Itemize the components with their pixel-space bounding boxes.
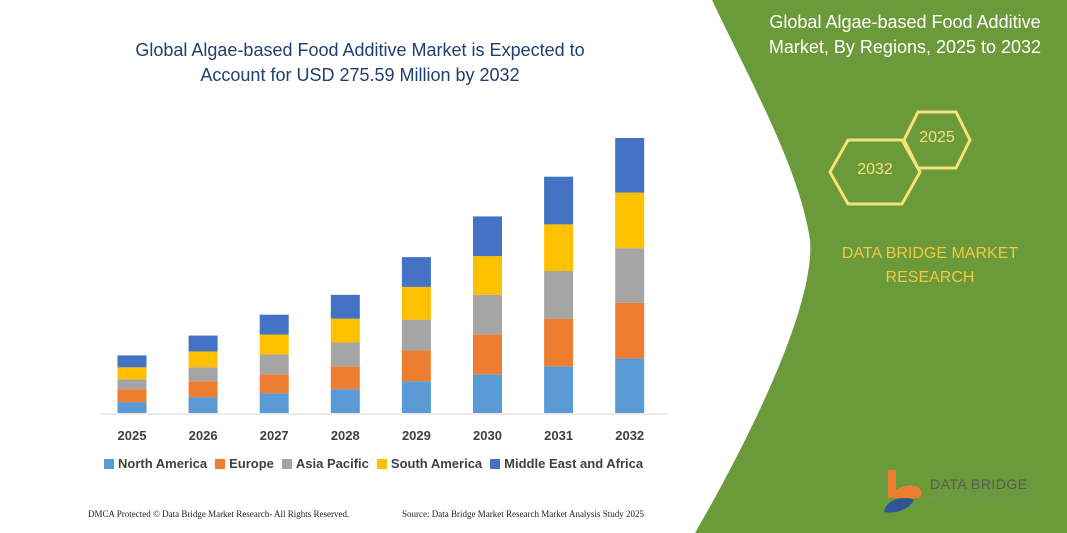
x-tick-labels: 2025 2026 2027 2028 2029 2030 2031 2032 <box>118 428 645 443</box>
legend-label: Europe <box>229 456 274 471</box>
bar-segment-2026-asia-pacific <box>188 367 218 382</box>
bar-segment-2030-europe <box>473 334 502 375</box>
bar-segment-2030-north-america <box>473 374 502 413</box>
bar-segment-2026-middle-east-and-africa <box>188 335 218 352</box>
bar-segment-2027-north-america <box>259 393 289 413</box>
bar-segment-2027-middle-east-and-africa <box>259 314 289 335</box>
bar-segment-2026-europe <box>188 381 218 398</box>
logo-mark-icon <box>884 470 922 513</box>
side-panel-title: Global Algae-based Food Additive Market,… <box>768 12 1042 57</box>
bar-segment-2028-asia-pacific <box>330 342 360 367</box>
x-tick-label: 2030 <box>473 428 502 443</box>
bar-segment-2031-south-america <box>544 224 574 272</box>
legend-item: Europe <box>215 456 274 471</box>
bar-segment-2032-south-america <box>615 192 645 249</box>
hex-year-2025: 2025 <box>919 129 955 146</box>
bar-segment-2025-north-america <box>117 402 147 413</box>
hex-year-2032: 2032 <box>857 161 893 178</box>
bar-segment-2025-south-america <box>117 367 147 380</box>
bar-segment-2032-asia-pacific <box>615 248 645 303</box>
copyright-text: DMCA Protected © Data Bridge Market Rese… <box>88 509 350 519</box>
bar-segment-2032-north-america <box>615 358 645 413</box>
x-tick-label: 2029 <box>402 428 431 443</box>
hexagon-2025 <box>902 110 972 170</box>
x-tick-label: 2025 <box>118 428 147 443</box>
bar-segment-2027-south-america <box>259 334 289 355</box>
bar-segment-2029-europe <box>401 350 431 382</box>
bar-segment-2025-middle-east-and-africa <box>117 355 147 368</box>
legend-swatch <box>281 458 292 469</box>
legend-item: Middle East and Africa <box>490 456 643 471</box>
bar-segment-2029-north-america <box>401 381 431 413</box>
legend-label: Middle East and Africa <box>504 456 644 471</box>
legend-item: Asia Pacific <box>281 456 369 471</box>
green-side-panel <box>695 0 1067 533</box>
legend: North America Europe Asia Pacific South … <box>104 456 643 471</box>
bar-segment-2030-south-america <box>473 256 502 295</box>
legend-swatch <box>104 458 114 469</box>
bar-segment-2027-europe <box>259 374 289 394</box>
bar-segment-2028-north-america <box>330 389 360 413</box>
bar-segment-2030-asia-pacific <box>473 294 502 335</box>
bar-segment-2026-south-america <box>188 351 218 368</box>
legend-swatch <box>215 458 226 469</box>
x-tick-label: 2031 <box>544 428 573 443</box>
bars <box>117 137 645 413</box>
legend-swatch <box>490 458 501 469</box>
chart-title: Global Algae-based Food Additive Market … <box>135 40 585 85</box>
legend-label: South America <box>390 456 483 471</box>
bar-segment-2031-asia-pacific <box>544 271 574 319</box>
bar-segment-2028-south-america <box>330 318 360 343</box>
bar-segment-2032-middle-east-and-africa <box>615 137 645 193</box>
x-tick-label: 2028 <box>331 428 360 443</box>
bar-segment-2027-asia-pacific <box>259 354 289 375</box>
bar-segment-2029-middle-east-and-africa <box>401 257 431 287</box>
bar-segment-2031-north-america <box>544 366 574 413</box>
logo-text: DATA BRIDGE <box>930 476 1028 492</box>
hexagon-2032 <box>828 138 922 206</box>
bar-segment-2028-europe <box>330 366 360 390</box>
bar-segment-2025-asia-pacific <box>117 379 147 390</box>
legend-item: South America <box>376 456 483 471</box>
x-tick-label: 2026 <box>189 428 218 443</box>
bar-segment-2028-middle-east-and-africa <box>330 294 360 319</box>
logo-subtext: MARKET RESEARCH <box>930 494 1035 500</box>
bar-segment-2026-north-america <box>188 397 218 413</box>
source-text: Source: Data Bridge Market Research Mark… <box>402 509 644 519</box>
bar-segment-2032-europe <box>615 302 645 359</box>
bar-segment-2029-south-america <box>401 286 431 320</box>
bar-segment-2025-europe <box>117 389 147 403</box>
legend-item: North America <box>104 456 207 471</box>
legend-label: Asia Pacific <box>295 456 369 471</box>
legend-swatch <box>376 458 387 469</box>
bar-segment-2029-asia-pacific <box>401 319 431 351</box>
x-tick-label: 2032 <box>615 428 644 443</box>
x-tick-label: 2027 <box>260 428 289 443</box>
brand-text: DATA BRIDGE MARKET RESEARCH <box>841 245 1019 286</box>
bar-segment-2031-middle-east-and-africa <box>544 176 574 225</box>
bar-segment-2030-middle-east-and-africa <box>473 216 502 257</box>
bar-segment-2031-europe <box>544 318 574 367</box>
legend-label: North America <box>118 456 208 471</box>
